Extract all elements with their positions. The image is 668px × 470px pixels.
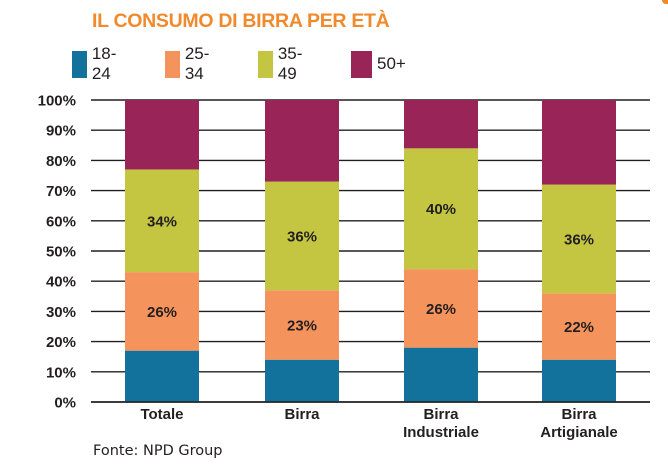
- bar-stack: 23% 36%: [265, 100, 339, 402]
- data-label: 22%: [564, 319, 594, 336]
- x-tick-label: Totale: [140, 406, 183, 423]
- bar-stack: 26% 34%: [125, 100, 199, 402]
- data-label: 40%: [426, 201, 456, 218]
- bar-stack: 22% 36%: [542, 100, 616, 402]
- x-tick-label: Birra Artigianale: [540, 406, 618, 441]
- x-axis-labels: Totale Birra Birra Industriale Birra Artigian…: [91, 401, 650, 441]
- y-tick-label: 0%: [54, 395, 76, 412]
- bar-segment-35-49: [542, 184, 616, 294]
- y-axis-ticks: 0% 10% 20% 30% 40% 50% 60% 70% 80% 90% 100%: [38, 93, 76, 412]
- bar-segment-50+: [542, 100, 616, 185]
- source-note: Fonte: NPD Group: [93, 443, 223, 459]
- bar-segment-25-34: [125, 272, 199, 351]
- y-tick-label: 10%: [46, 364, 76, 381]
- legend-item-25-34: 25-34: [165, 44, 216, 83]
- bars: 26% 34% 23% 36% 26% 40% 22% 36%: [125, 100, 616, 402]
- bar-segment-35-49: [404, 148, 478, 270]
- legend-swatch: [351, 50, 372, 78]
- bar-segment-50+: [125, 100, 199, 170]
- y-tick-label: 60%: [46, 213, 76, 230]
- bar-segment-50+: [404, 100, 478, 149]
- legend-label: 35-49: [277, 44, 303, 83]
- legend-label: 18-24: [91, 44, 117, 83]
- bar-segment-18-24: [404, 347, 478, 402]
- bar-segment-18-24: [542, 359, 616, 402]
- legend-item-35-49: 35-49: [258, 44, 309, 83]
- y-tick-label: 20%: [46, 334, 76, 351]
- legend-label: 25-34: [184, 44, 210, 83]
- bar-segment-50+: [265, 100, 339, 182]
- y-tick-label: 100%: [38, 93, 76, 110]
- data-label: 36%: [287, 228, 317, 245]
- legend-label: 50+: [377, 54, 406, 73]
- x-tick-label: Birra Industriale: [403, 406, 479, 441]
- bar-segment-35-49: [265, 181, 339, 291]
- bar-segment-25-34: [265, 290, 339, 360]
- y-tick-label: 80%: [46, 153, 76, 170]
- legend-swatch: [72, 50, 87, 78]
- y-tick-label: 90%: [46, 123, 76, 140]
- data-label: 36%: [564, 231, 594, 248]
- bar-segment-35-49: [125, 169, 199, 273]
- bar-segment-18-24: [265, 359, 339, 402]
- legend-item-18-24: 18-24: [72, 44, 123, 83]
- data-label: 26%: [426, 301, 456, 318]
- y-tick-label: 70%: [46, 183, 76, 200]
- bar-segment-25-34: [404, 269, 478, 348]
- y-tick-label: 30%: [46, 304, 76, 321]
- chart-title: IL CONSUMO DI BIRRA PER ETÀ: [92, 10, 390, 32]
- legend-swatch: [165, 50, 180, 78]
- legend-item-50-plus: 50+: [351, 50, 406, 78]
- bar-segment-25-34: [542, 293, 616, 360]
- bar-stack: 26% 40%: [404, 100, 478, 402]
- data-label: 34%: [147, 213, 177, 230]
- legend-swatch: [258, 50, 273, 78]
- x-tick-label: Birra: [284, 406, 320, 423]
- bar-segment-18-24: [125, 350, 199, 402]
- data-label: 26%: [147, 304, 177, 321]
- y-tick-label: 50%: [46, 244, 76, 261]
- y-tick-label: 40%: [46, 274, 76, 291]
- corner-decoration: [662, 0, 668, 4]
- data-label: 23%: [287, 317, 317, 334]
